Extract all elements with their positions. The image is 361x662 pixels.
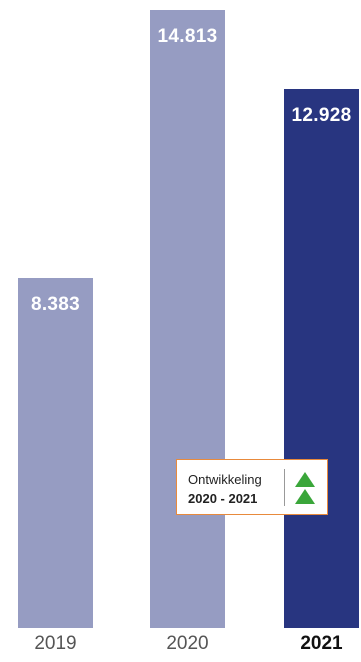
bar-2020: [150, 10, 225, 628]
tick-label-2021: 2021: [300, 633, 343, 654]
bar-value-label-2021: 12.928: [291, 104, 352, 126]
development-annotation: Ontwikkeling 2020 - 2021: [176, 459, 328, 515]
annotation-title: Ontwikkeling: [188, 472, 262, 487]
bar-value-label-2020: 14.813: [157, 26, 218, 47]
bar-2021: [284, 88, 359, 628]
bar-2019: [18, 278, 93, 628]
annotation-divider: [284, 469, 285, 506]
bar-value-label-2019: 8.383: [30, 294, 81, 316]
double-up-arrow-icon: [295, 472, 315, 504]
annotation-period: 2020 - 2021: [188, 491, 258, 506]
tick-label-2020: 2020: [166, 633, 209, 654]
tick-label-2019: 2019: [34, 633, 77, 654]
